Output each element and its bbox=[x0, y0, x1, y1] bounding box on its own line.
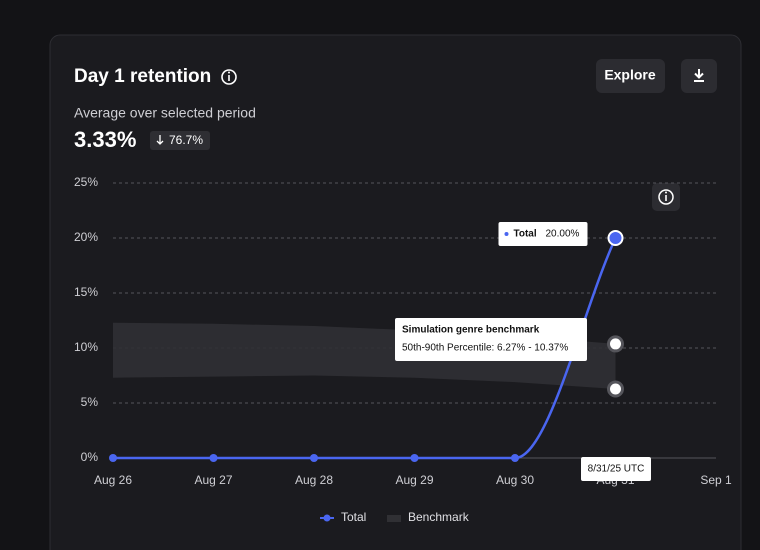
chart-info-button[interactable] bbox=[652, 183, 680, 211]
tooltip-series: Total bbox=[514, 229, 537, 240]
explore-button[interactable]: Explore bbox=[596, 59, 665, 93]
y-tick-label: 0% bbox=[81, 450, 99, 464]
legend-label: Benchmark bbox=[408, 510, 470, 524]
y-tick-label: 20% bbox=[74, 230, 98, 244]
point bbox=[109, 454, 117, 462]
x-tick-label: Aug 28 bbox=[295, 473, 333, 487]
info-icon[interactable] bbox=[221, 69, 237, 85]
y-tick-label: 15% bbox=[74, 285, 98, 299]
explore-label[interactable]: Explore bbox=[604, 67, 656, 83]
download-button[interactable] bbox=[681, 59, 717, 93]
point bbox=[209, 454, 218, 462]
x-tick-label: Aug 30 bbox=[496, 473, 534, 487]
x-tick-label: Aug 27 bbox=[194, 473, 232, 487]
benchmark-hover-point bbox=[607, 380, 624, 398]
hover-date: 8/31/25 UTC bbox=[588, 464, 645, 475]
down-arrow bbox=[156, 135, 164, 145]
legend-label: Total bbox=[341, 510, 366, 524]
change-badge bbox=[150, 131, 210, 150]
x-tick-label: Aug 29 bbox=[395, 473, 433, 487]
point bbox=[511, 454, 519, 462]
benchmark-hover-point bbox=[607, 335, 624, 353]
point bbox=[310, 454, 318, 462]
y-tick-label: 10% bbox=[74, 340, 98, 354]
tooltip-box bbox=[498, 222, 588, 246]
legend-marker bbox=[323, 514, 331, 522]
tooltip-value: 20.00% bbox=[546, 229, 580, 240]
benchmark-tooltip-box bbox=[395, 318, 587, 361]
y-tick-label: 25% bbox=[74, 175, 98, 189]
subtitle: Average over selected period bbox=[74, 105, 256, 121]
title: Day 1 retention bbox=[74, 66, 211, 87]
y-tick-label: 5% bbox=[81, 395, 99, 409]
x-tick-label: Sep 1 bbox=[700, 473, 732, 487]
legend-swatch bbox=[387, 515, 401, 522]
benchmark-tooltip-text: 50th-90th Percentile: 6.27% - 10.37% bbox=[402, 343, 568, 354]
hover-date-box bbox=[581, 457, 651, 481]
point bbox=[410, 454, 419, 462]
x-tick-label: Aug 26 bbox=[94, 473, 132, 487]
hover-point bbox=[607, 230, 624, 246]
tooltip-swatch bbox=[504, 232, 509, 236]
change-value: 76.7% bbox=[169, 133, 203, 147]
average-value: 3.33% bbox=[74, 127, 136, 152]
benchmark-tooltip-title: Simulation genre benchmark bbox=[402, 325, 540, 336]
